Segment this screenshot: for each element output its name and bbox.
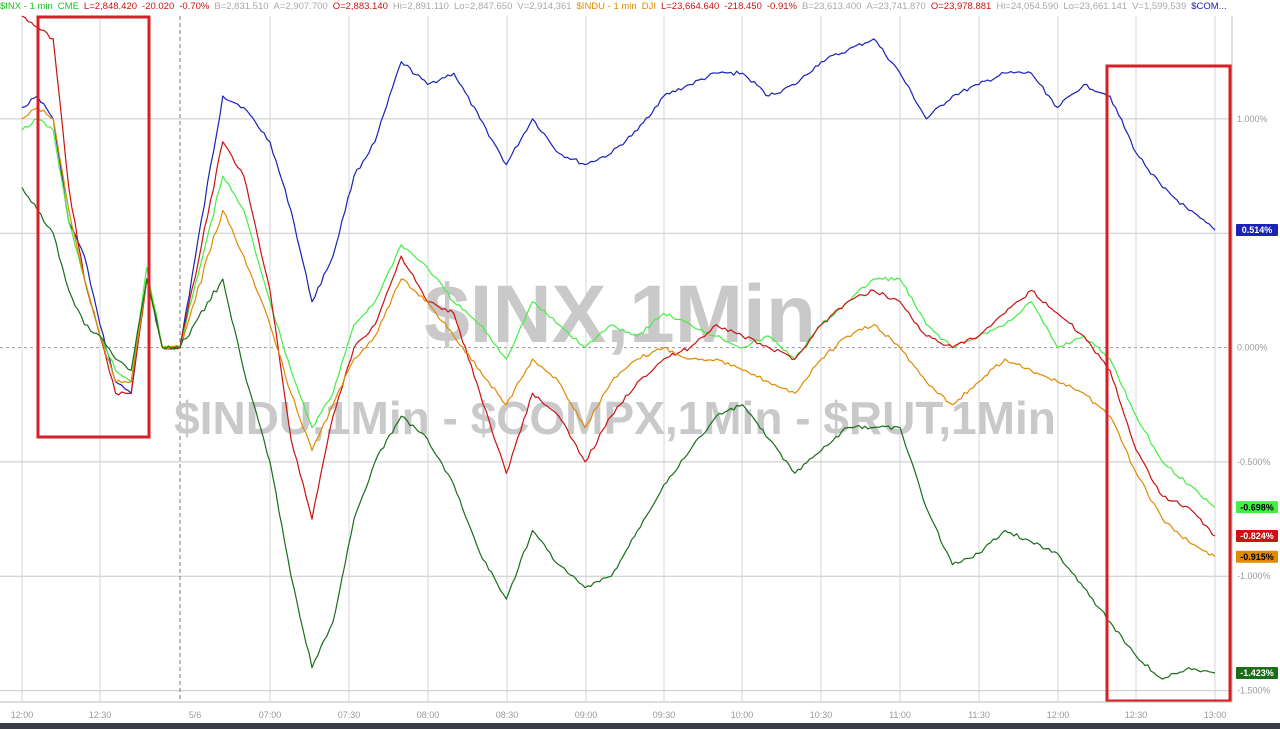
badge-label: -0.698% [1240, 502, 1274, 512]
header-item-11: $INDU - 1 min [576, 1, 637, 12]
header-item-4: -0.70% [179, 1, 210, 12]
quote-header: $INX - 1 min CME L=2,848.420 -20.020 -0.70% B… [0, 0, 1280, 14]
y-tick-label: -1.500% [1237, 686, 1271, 696]
watermark-line1: $INX,1Min [424, 269, 816, 360]
highlight-box-2 [1105, 64, 1232, 703]
x-tick-label: 12:00 [1047, 710, 1070, 720]
x-tick-label: 10:30 [810, 710, 833, 720]
x-tick-label: 13:00 [1204, 710, 1227, 720]
header-item-13: L=23,664.640 [660, 1, 720, 12]
header-item-0: $INX - 1 min [0, 1, 53, 12]
badge-inx [1236, 501, 1278, 514]
badge-indu [1236, 529, 1278, 542]
y-tick-label: -1.000% [1237, 571, 1271, 581]
badge-label: -0.915% [1240, 552, 1274, 562]
badge-label: -0.824% [1240, 531, 1274, 541]
x-tick-label: 09:00 [575, 710, 598, 720]
x-tick-label: 11:30 [968, 710, 990, 720]
x-tick-label: 09:30 [653, 710, 676, 720]
header-item-5: B=2,831.510 [214, 1, 269, 12]
header-item-18: O=23,978.881 [930, 1, 992, 12]
badge-dji [1236, 550, 1278, 563]
header-item-21: V=1,599,539 [1132, 1, 1187, 12]
x-tick-label: 5/6 [189, 710, 202, 720]
x-tick-label: 08:30 [496, 710, 519, 720]
header-item-3: -20.020 [142, 1, 175, 12]
header-item-6: A=2,907.700 [273, 1, 328, 12]
header-item-17: A=23,741.870 [866, 1, 926, 12]
header-item-2: L=2,848.420 [83, 1, 138, 12]
last-value-badges: 0.514% -0.698% -0.824% -0.915% -1.423% [1236, 224, 1278, 679]
series-line-dji [21, 106, 1216, 558]
y-tick-label: 1.000% [1237, 114, 1268, 124]
x-tick-label: 12:30 [1125, 710, 1148, 720]
line-chart: $INX,1Min $INDU,1Min - $COMPX,1Min - $RU… [0, 15, 1278, 720]
chart-watermark: $INX,1Min $INDU,1Min - $COMPX,1Min - $RU… [174, 269, 1056, 444]
badge-compx [1236, 224, 1278, 237]
header-item-14: -218.450 [724, 1, 762, 12]
badge-rut [1236, 666, 1278, 679]
y-tick-label: -0.500% [1237, 457, 1271, 467]
series-line-indu [21, 15, 1216, 537]
header-item-15: -0.91% [766, 1, 797, 12]
bottom-strip [0, 723, 1280, 729]
x-tick-label: 07:30 [338, 710, 361, 720]
header-item-12: DJI [641, 1, 656, 12]
header-item-9: Lo=2,847.650 [453, 1, 513, 12]
watermark-line2: $INDU,1Min - $COMPX,1Min - $RUT,1Min [174, 392, 1056, 444]
x-tick-label: 12:00 [11, 710, 34, 720]
header-item-1: CME [57, 1, 79, 12]
highlight-boxes [36, 15, 1232, 703]
chart-series [21, 15, 1216, 680]
series-line-rut [21, 187, 1216, 680]
y-tick-label: 0.000% [1237, 343, 1268, 353]
header-item-20: Lo=23,661.141 [1063, 1, 1128, 12]
highlight-box-1 [36, 15, 151, 439]
header-item-10: V=2,914,361 [517, 1, 572, 12]
header-item-22: $COM... [1191, 1, 1227, 12]
x-tick-label: 07:00 [259, 710, 282, 720]
x-tick-label: 11:00 [889, 710, 911, 720]
x-tick-label: 08:00 [417, 710, 440, 720]
header-item-7: O=2,883.140 [332, 1, 388, 12]
chart-axes: 1.000%0.500%0.000%-0.500%-1.000%-1.500%1… [0, 16, 1271, 720]
header-item-8: Hi=2,891.110 [392, 1, 449, 12]
badge-label: 0.514% [1242, 225, 1273, 235]
x-tick-label: 12:30 [89, 710, 112, 720]
header-item-19: Hi=24,054.590 [996, 1, 1059, 12]
series-line-compx [21, 38, 1216, 394]
x-tick-label: 10:00 [731, 710, 754, 720]
series-line-inx [21, 118, 1216, 508]
badge-label: -1.423% [1240, 668, 1274, 678]
header-item-16: B=23,613.400 [801, 1, 862, 12]
